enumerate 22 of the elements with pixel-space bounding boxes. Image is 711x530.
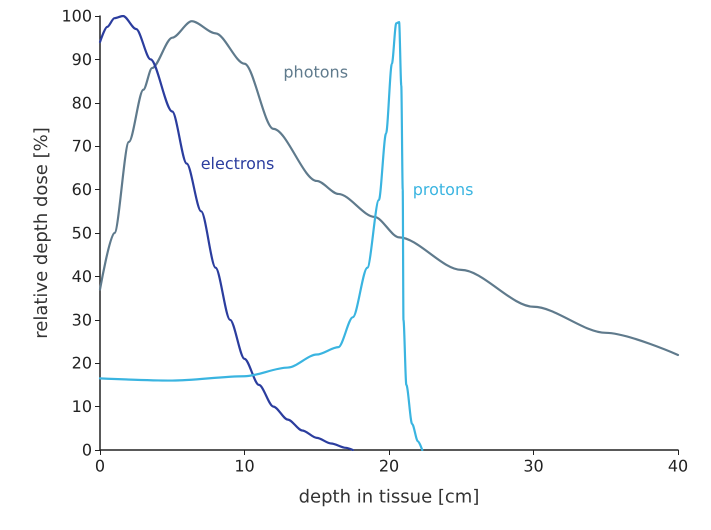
y-tick-label: 60: [72, 180, 92, 200]
line-series: [98, 20, 680, 356]
x-tick-label: 30: [523, 456, 544, 476]
x-tick-label: 20: [378, 456, 400, 476]
series-label: protons: [412, 180, 474, 200]
x-axis-title: depth in tissue [cm]: [298, 486, 480, 508]
series-label: photons: [283, 62, 348, 82]
x-tick-label: 0: [94, 456, 106, 476]
y-tick-label: 50: [72, 224, 92, 242]
y-tick-label: 30: [72, 310, 92, 330]
series-label: electrons: [200, 154, 274, 174]
y-tick-label: 70: [72, 136, 92, 156]
y-tick-label: 80: [72, 93, 92, 112]
y-tick-label: 10: [72, 397, 92, 416]
y-tick-label: 100: [61, 6, 92, 26]
y-tick-label: 40: [72, 266, 92, 286]
x-tick-label: 40: [668, 456, 688, 476]
x-tick-label: 10: [234, 456, 255, 476]
y-tick-label: 20: [72, 354, 92, 373]
y-tick-label: 0: [82, 440, 92, 460]
y-axis-title: relative depth dose [%]: [31, 127, 52, 339]
y-tick-label: 90: [72, 50, 92, 69]
